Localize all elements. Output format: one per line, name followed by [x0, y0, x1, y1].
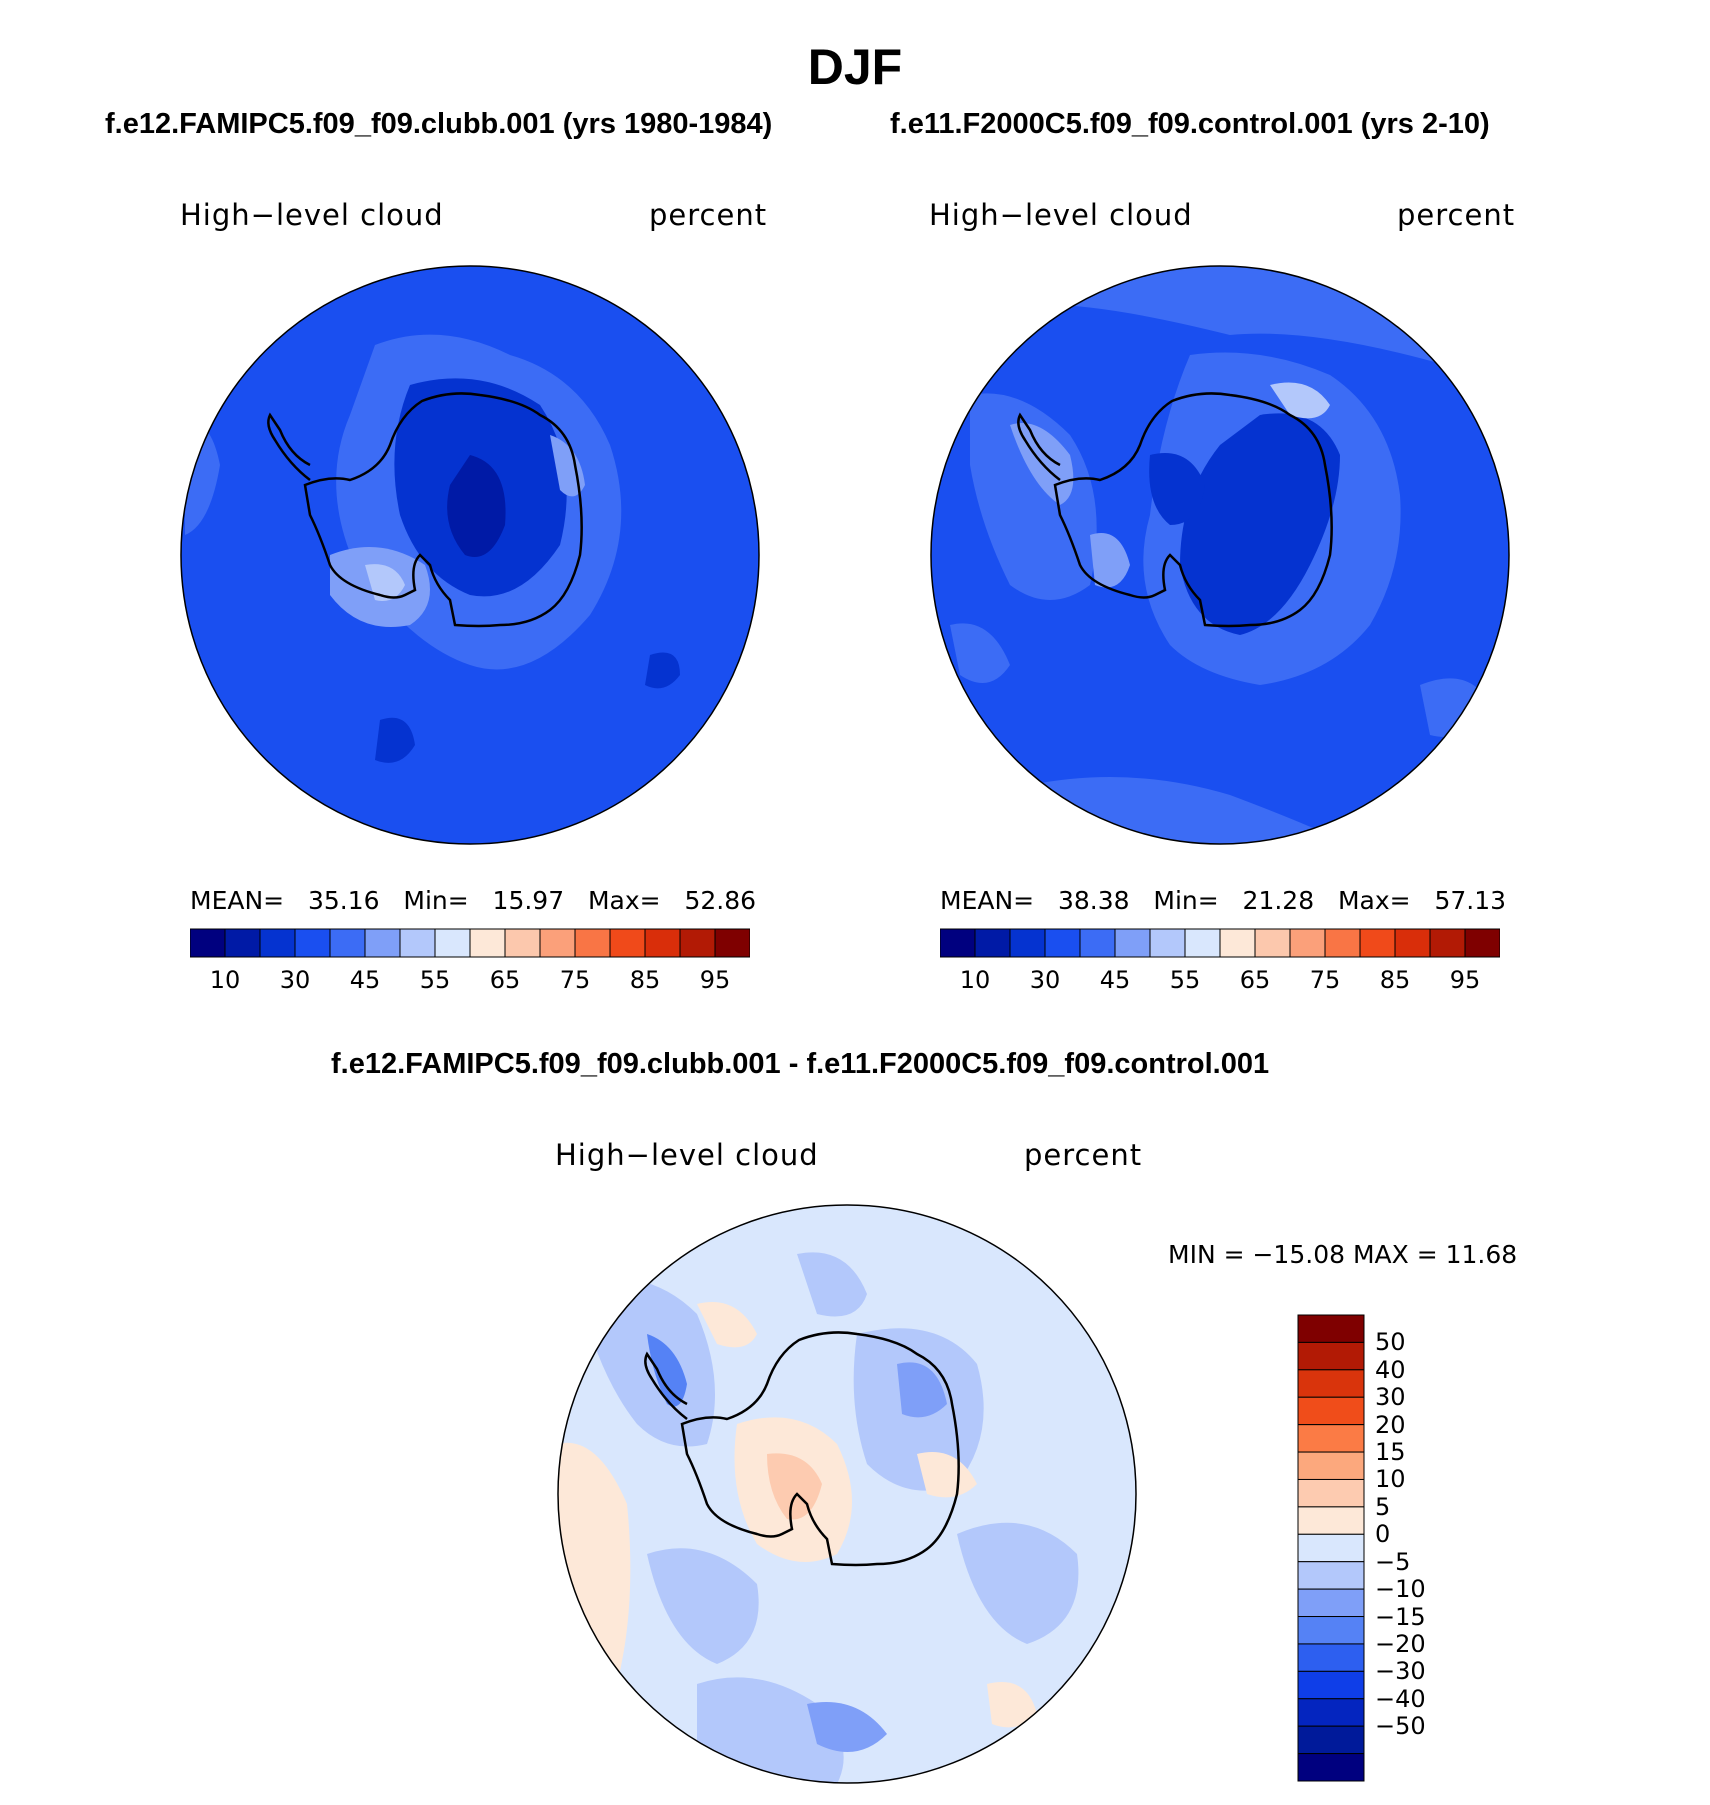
- colorbar-tick-label: 75: [1309, 966, 1341, 994]
- colorbar-swatch: [1297, 1396, 1365, 1426]
- colorbar-swatch: [940, 928, 976, 958]
- colorbar-tick-label: −50: [1375, 1712, 1426, 1741]
- panel-1-units-label: percent: [649, 198, 768, 232]
- colorbar-tick-label: 30: [1375, 1383, 1406, 1412]
- colorbar-swatch: [399, 928, 436, 958]
- panel-2-colorbar: [940, 928, 1500, 958]
- colorbar-tick-label: 20: [1375, 1410, 1406, 1439]
- colorbar-tick-label: −20: [1375, 1629, 1426, 1658]
- panel-2-case-title: f.e11.F2000C5.f09_f09.control.001 (yrs 2…: [890, 108, 1490, 140]
- colorbar-swatch: [1297, 1341, 1365, 1371]
- panel-2-stats: MEAN= 38.38 Min= 21.28 Max= 57.13: [940, 886, 1507, 915]
- colorbar-tick-label: 65: [489, 966, 521, 994]
- colorbar-tick-label: 10: [959, 966, 991, 994]
- diff-case-title: f.e12.FAMIPC5.f09_f09.clubb.001 - f.e11.…: [331, 1048, 1270, 1080]
- colorbar-tick-label: 65: [1239, 966, 1271, 994]
- diff-units-label: percent: [1024, 1138, 1143, 1172]
- colorbar-swatch: [1297, 1588, 1365, 1618]
- colorbar-tick-label: 40: [1375, 1355, 1406, 1384]
- panel-1-variable-label: High−level cloud: [180, 198, 444, 232]
- colorbar-swatch: [504, 928, 541, 958]
- colorbar-swatch: [1297, 1424, 1365, 1453]
- colorbar-swatch: [1429, 928, 1466, 958]
- colorbar-swatch: [329, 928, 366, 958]
- colorbar-swatch: [1297, 1643, 1365, 1672]
- colorbar-tick-label: 95: [699, 966, 731, 994]
- colorbar-tick-label: 0: [1375, 1520, 1391, 1549]
- colorbar-swatch: [224, 928, 261, 958]
- colorbar-tick-label: 30: [1029, 966, 1061, 994]
- colorbar-swatch: [1297, 1561, 1365, 1590]
- colorbar-swatch: [1297, 1369, 1365, 1398]
- colorbar-swatch: [1359, 928, 1396, 958]
- panel-1-case-title: f.e12.FAMIPC5.f09_f09.clubb.001 (yrs 198…: [105, 108, 773, 140]
- colorbar-tick-label: 55: [1169, 966, 1201, 994]
- colorbar-swatch: [1254, 928, 1291, 958]
- colorbar-swatch: [190, 928, 226, 958]
- colorbar-tick-label: −10: [1375, 1575, 1426, 1604]
- colorbar-swatch: [1044, 928, 1081, 958]
- diff-variable-label: High−level cloud: [555, 1138, 819, 1172]
- colorbar-swatch: [1394, 928, 1431, 958]
- colorbar-swatch: [1149, 928, 1186, 958]
- main-title: DJF: [807, 39, 903, 95]
- diff-polar-map: [557, 1204, 1137, 1784]
- diff-colorbar: [1297, 1314, 1365, 1782]
- colorbar-tick-label: 85: [629, 966, 661, 994]
- colorbar-tick-label: 30: [279, 966, 311, 994]
- colorbar-swatch: [1114, 928, 1151, 958]
- colorbar-tick-label: −15: [1375, 1602, 1426, 1631]
- colorbar-tick-label: 15: [1375, 1438, 1406, 1467]
- colorbar-swatch: [1324, 928, 1361, 958]
- colorbar-swatch: [1297, 1451, 1365, 1480]
- colorbar-swatch: [1079, 928, 1116, 958]
- colorbar-swatch: [364, 928, 401, 958]
- colorbar-swatch: [974, 928, 1011, 958]
- colorbar-swatch: [1297, 1478, 1365, 1508]
- colorbar-tick-label: 10: [1375, 1465, 1406, 1494]
- colorbar-swatch: [644, 928, 681, 958]
- colorbar-swatch: [1464, 928, 1500, 958]
- colorbar-swatch: [539, 928, 576, 958]
- colorbar-tick-label: −5: [1375, 1547, 1411, 1576]
- colorbar-tick-label: 85: [1379, 966, 1411, 994]
- colorbar-swatch: [714, 928, 750, 958]
- diff-stats: MIN = −15.08 MAX = 11.68: [1168, 1240, 1518, 1269]
- colorbar-swatch: [1009, 928, 1046, 958]
- panel-1-polar-map: [180, 265, 760, 845]
- colorbar-tick-label: 75: [559, 966, 591, 994]
- colorbar-swatch: [1297, 1698, 1365, 1727]
- colorbar-swatch: [1297, 1725, 1365, 1755]
- panel-2-variable-label: High−level cloud: [929, 198, 1193, 232]
- panel-2-units-label: percent: [1397, 198, 1516, 232]
- colorbar-tick-label: 10: [209, 966, 241, 994]
- panel-2-polar-map: [930, 265, 1510, 845]
- colorbar-tick-label: 5: [1375, 1492, 1391, 1521]
- colorbar-swatch: [1184, 928, 1221, 958]
- colorbar-tick-label: 45: [1099, 966, 1131, 994]
- colorbar-tick-label: 50: [1375, 1328, 1406, 1357]
- panel-1-colorbar: [190, 928, 750, 958]
- colorbar-swatch: [1297, 1314, 1365, 1343]
- colorbar-tick-label: −30: [1375, 1657, 1426, 1686]
- colorbar-swatch: [1297, 1670, 1365, 1700]
- colorbar-swatch: [259, 928, 296, 958]
- colorbar-swatch: [679, 928, 716, 958]
- colorbar-tick-label: −40: [1375, 1684, 1426, 1713]
- colorbar-swatch: [469, 928, 506, 958]
- colorbar-swatch: [574, 928, 611, 958]
- colorbar-swatch: [1297, 1616, 1365, 1645]
- colorbar-swatch: [434, 928, 471, 958]
- colorbar-swatch: [1297, 1506, 1365, 1535]
- colorbar-swatch: [609, 928, 646, 958]
- panel-1-stats: MEAN= 35.16 Min= 15.97 Max= 52.86: [190, 886, 757, 915]
- colorbar-tick-label: 95: [1449, 966, 1481, 994]
- colorbar-swatch: [1297, 1753, 1365, 1782]
- colorbar-tick-label: 45: [349, 966, 381, 994]
- colorbar-swatch: [294, 928, 331, 958]
- colorbar-swatch: [1289, 928, 1326, 958]
- colorbar-swatch: [1219, 928, 1256, 958]
- colorbar-swatch: [1297, 1533, 1365, 1563]
- colorbar-tick-label: 55: [419, 966, 451, 994]
